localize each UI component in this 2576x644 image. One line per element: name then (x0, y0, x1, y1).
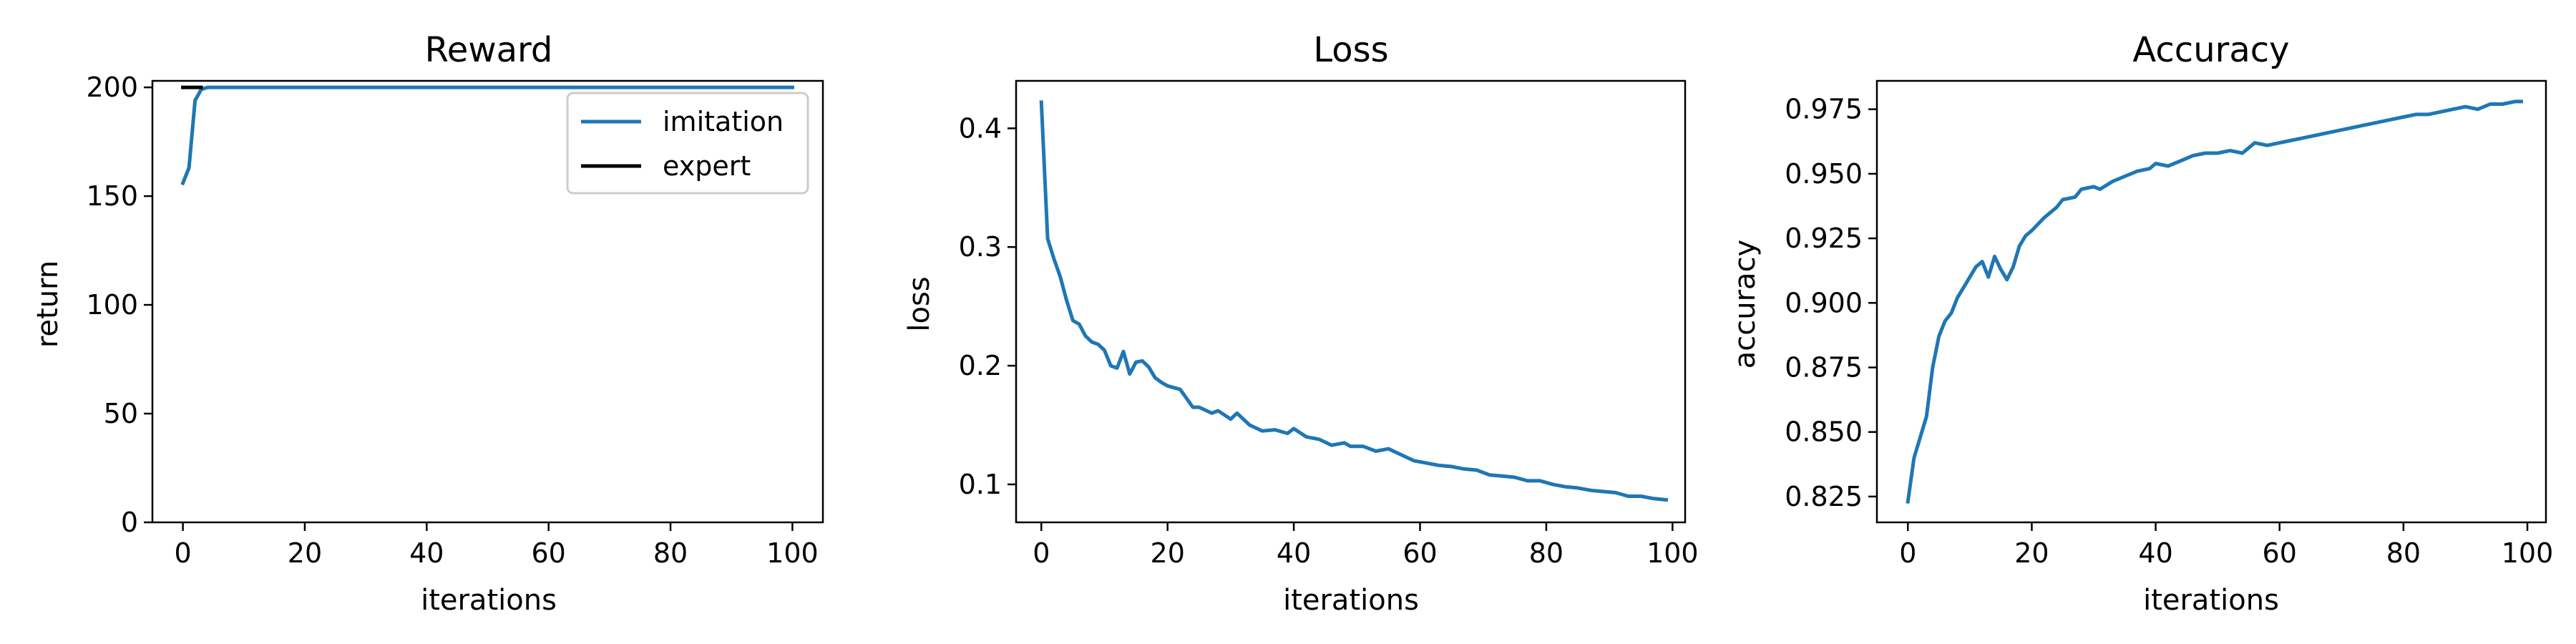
legend-box (566, 92, 809, 195)
loss-x-tick-label: 0 (1033, 537, 1050, 569)
reward-y-tick-label: 150 (86, 180, 138, 212)
accuracy-xlabel: iterations (2143, 584, 2279, 617)
loss-series-line (1039, 100, 1669, 502)
reward-x-tick-label: 40 (409, 537, 444, 569)
accuracy-x-tick-label: 0 (1899, 537, 1916, 569)
reward-y-tick-label: 200 (86, 72, 138, 103)
loss-x-tick-label: 80 (1529, 537, 1563, 569)
accuracy-ylabel: accuracy (1729, 240, 1762, 369)
accuracy-y-tick-label: 0.850 (1785, 416, 1863, 448)
accuracy-x-tick-label: 20 (2014, 537, 2049, 569)
reward-x-tick-label: 60 (532, 537, 566, 569)
reward-x-tick-label: 100 (766, 537, 819, 569)
reward-xlabel: iterations (421, 584, 557, 617)
imitation-series-line (180, 85, 794, 186)
loss-ylabel: loss (903, 276, 936, 331)
reward-legend: imitation expert (566, 92, 809, 195)
accuracy-y-tick-label: 0.875 (1785, 352, 1863, 384)
accuracy-axes-frame (1875, 79, 2547, 524)
accuracy-plot-area: 0 20 40 60 80 100 0.825 0.850 0.875 0.900 0.925 0.9… (1785, 79, 2554, 569)
accuracy-x-tick-label: 40 (2138, 537, 2172, 569)
loss-title: Loss (1313, 30, 1388, 70)
reward-x-tick-label: 80 (653, 537, 688, 569)
reward-title: Reward (425, 30, 553, 70)
loss-x-tick-label: 20 (1151, 537, 1185, 569)
accuracy-x-tick-label: 100 (2502, 537, 2554, 569)
reward-x-tick-label: 0 (174, 537, 191, 569)
loss-x-tick-label: 40 (1277, 537, 1311, 569)
loss-y-tick-label: 0.4 (959, 112, 1002, 144)
reward-y-tick-label: 100 (86, 289, 138, 321)
loss-y-tick-label: 0.1 (959, 469, 1002, 500)
loss-x-tick-label: 60 (1402, 537, 1437, 569)
accuracy-panel: Accuracy iterations accuracy 0 20 40 60 80 10… (1729, 30, 2553, 617)
loss-plot-area: 0 20 40 60 80 100 0.1 0.2 0.3 0.4 (959, 79, 1699, 569)
reward-plot-area: 0 20 40 60 80 100 0 50 100 150 200 (86, 72, 824, 569)
accuracy-y-tick-label: 0.950 (1785, 158, 1863, 190)
accuracy-x-tick-label: 80 (2386, 537, 2421, 569)
accuracy-series-line (1906, 99, 2523, 504)
accuracy-y-tick-label: 0.975 (1785, 94, 1863, 125)
loss-y-tick-label: 0.2 (959, 350, 1002, 381)
loss-panel: Loss iterations loss 0 20 40 60 80 1000.10.20… (903, 30, 1699, 617)
reward-axes-frame (151, 79, 824, 524)
legend-expert-label: expert (663, 150, 751, 182)
legend-imitation-label: imitation (663, 106, 784, 137)
reward-ylabel: return (31, 260, 64, 348)
accuracy-y-tick-label: 0.925 (1785, 223, 1863, 254)
accuracy-title: Accuracy (2132, 30, 2289, 70)
reward-x-tick-label: 20 (288, 537, 322, 569)
loss-axes-frame (1015, 79, 1687, 524)
loss-y-tick-label: 0.3 (959, 231, 1002, 263)
reward-panel: Reward iterations return 0 20 40 60 80 100 0 50… (31, 30, 824, 617)
loss-x-tick-label: 100 (1646, 537, 1699, 569)
accuracy-y-tick-label: 0.900 (1785, 287, 1863, 318)
reward-y-tick-label: 0 (121, 507, 138, 538)
accuracy-y-tick-label: 0.825 (1785, 481, 1863, 512)
reward-y-tick-label: 50 (104, 398, 138, 429)
loss-xlabel: iterations (1283, 584, 1419, 617)
accuracy-x-tick-label: 60 (2263, 537, 2297, 569)
